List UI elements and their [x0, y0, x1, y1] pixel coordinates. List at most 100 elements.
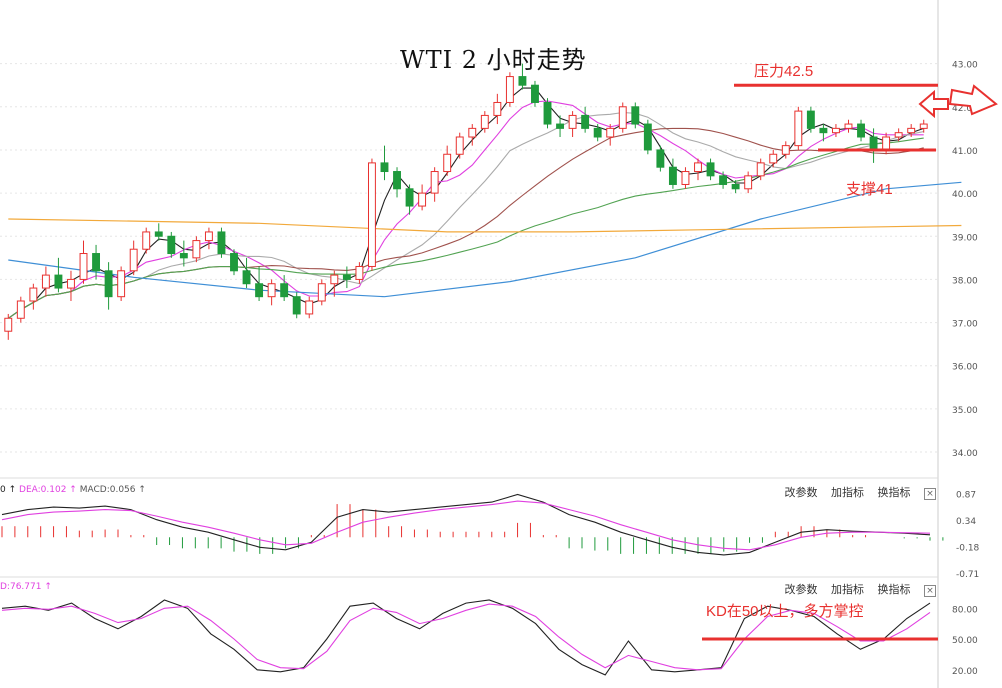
price-tick-label: 42.00 [952, 104, 978, 114]
macd-tick-label: 0.34 [956, 517, 976, 527]
ma-line-green [7, 137, 924, 319]
candle-body [192, 240, 201, 259]
candle-body [154, 231, 163, 237]
price-tick-label: 36.00 [952, 363, 978, 373]
candle-body [292, 296, 301, 315]
macd-switch-indicator-button[interactable]: 换指标 [877, 486, 911, 499]
ma-line-long [8, 181, 962, 298]
candle-body [443, 153, 452, 173]
candle-body [167, 235, 176, 255]
candle-body [894, 132, 903, 138]
candle-body [41, 274, 50, 289]
candle-body [556, 123, 565, 129]
candle-body [355, 265, 364, 280]
candle-body [844, 123, 853, 129]
kd-close-icon[interactable]: × [924, 585, 936, 597]
candle-body [543, 101, 552, 125]
kd-toolbar: 改参数 加指标 换指标 × [775, 581, 936, 597]
candle-body [731, 183, 740, 190]
price-tick-label: 43.00 [952, 61, 978, 71]
ma-line-brown [7, 127, 924, 319]
macd-dif-line [1, 493, 931, 556]
candle-body [455, 136, 464, 155]
macd-tick-label: 0.87 [956, 491, 976, 501]
arrow-left-icon [918, 89, 949, 119]
price-tick-label: 39.00 [952, 233, 978, 243]
candle-body [756, 162, 765, 177]
macd-panel-label: 0 ↑ DEA:0.102 ↑ MACD:0.056 ↑ [0, 485, 146, 495]
candle-body [819, 127, 828, 134]
candle-body [505, 76, 514, 103]
candle-body [643, 123, 652, 151]
candle-body [794, 110, 803, 147]
macd-prefix: 0 ↑ [0, 485, 17, 495]
candle-body [230, 253, 238, 272]
candle-body [857, 123, 865, 138]
dea-label: DEA:0.102 ↑ [19, 485, 77, 495]
price-tick-label: 41.00 [952, 147, 978, 157]
arrow-right-icon [948, 84, 998, 116]
candle-body [869, 136, 878, 151]
candle-body [493, 101, 502, 116]
ma-line-gray [7, 111, 924, 319]
candle-body [104, 270, 113, 298]
kd-d-line [1, 603, 931, 671]
candle-body [267, 283, 276, 298]
candle-body [694, 162, 702, 173]
candle-body [631, 106, 640, 125]
candle-body [242, 270, 251, 285]
kd-tick-label: 80.00 [952, 605, 978, 615]
candle-body [54, 274, 63, 289]
candle-body [4, 317, 13, 332]
kd-panel-label: D:76.771 ↑ [0, 582, 52, 592]
kd-note-label: KD在50以上，多方掌控 [706, 603, 864, 620]
macd-params-button[interactable]: 改参数 [784, 486, 818, 499]
macd-label: MACD:0.056 ↑ [79, 485, 146, 495]
candle-body [16, 300, 25, 319]
candle-body [668, 166, 677, 185]
candle-body [593, 127, 602, 138]
candle-body [29, 287, 38, 302]
candle-body [656, 149, 665, 168]
candle-body [129, 248, 138, 272]
candle-body [418, 192, 427, 207]
kd-params-button[interactable]: 改参数 [784, 583, 818, 596]
candle-body [531, 84, 539, 103]
candle-body [217, 231, 226, 255]
macd-tick-label: -0.71 [956, 570, 979, 580]
candle-body [919, 123, 928, 129]
candle-body [568, 114, 577, 129]
kd-tick-label: 20.00 [952, 667, 978, 677]
price-tick-label: 35.00 [952, 406, 978, 416]
candle-body [255, 283, 264, 298]
candle-body [204, 231, 213, 242]
candle-body [719, 175, 728, 185]
candle-body [744, 175, 753, 190]
macd-close-icon[interactable]: × [924, 488, 936, 500]
candle-body [681, 171, 690, 185]
candle-body [405, 188, 414, 207]
candle-body [342, 274, 351, 280]
ma-line-magenta [7, 100, 924, 319]
chart-title: WTI 2 小时走势 [400, 46, 587, 74]
kd-switch-indicator-button[interactable]: 换指标 [877, 583, 911, 596]
candle-body [367, 162, 376, 267]
macd-add-indicator-button[interactable]: 加指标 [831, 486, 864, 499]
candle-body [781, 145, 790, 155]
macd-tick-label: -0.18 [956, 543, 980, 553]
candle-body [67, 278, 75, 289]
price-tick-label: 34.00 [952, 449, 978, 459]
kd-tick-label: 50.00 [952, 636, 978, 646]
kd-add-indicator-button[interactable]: 加指标 [831, 583, 864, 596]
candle-body [79, 253, 88, 280]
candle-body [317, 283, 326, 302]
candle-body [92, 253, 101, 272]
candle-body [280, 283, 289, 298]
candle-body [581, 114, 590, 129]
candle-body [907, 127, 916, 134]
candle-body [806, 110, 815, 129]
candle-body [142, 231, 151, 250]
support-label: 支撑41 [846, 181, 893, 198]
candle-body [305, 300, 314, 315]
